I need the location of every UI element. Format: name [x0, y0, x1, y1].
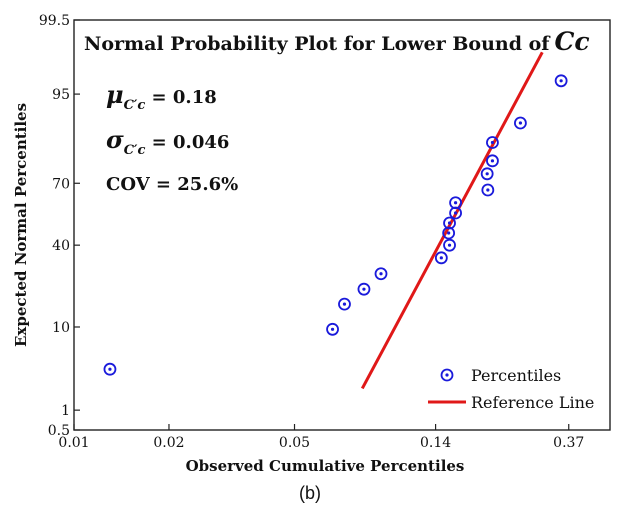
figure-caption: (b): [299, 483, 321, 503]
cov-annotation: COV = 25.6%: [106, 174, 238, 195]
reference-line-series: [360, 51, 544, 390]
data-point: [338, 297, 351, 311]
x-tick-label: 0.37: [553, 435, 584, 451]
y-tick-label: 1: [61, 403, 70, 419]
std-value: = 0.046: [145, 132, 229, 153]
data-point-dot: [342, 302, 347, 306]
legend-percentiles-marker-dot: [445, 373, 449, 377]
data-point-dot: [485, 172, 489, 176]
data-point-ring: [443, 216, 456, 230]
y-tick-label: 0.5: [48, 423, 70, 439]
percentiles-series: [103, 74, 568, 376]
legend-percentiles-marker: [440, 368, 454, 382]
data-point-dot: [379, 272, 383, 276]
data-point: [443, 216, 456, 230]
y-axis-ticks: 0.5 1 10 40 70 95 99.5: [39, 13, 80, 439]
data-point: [554, 74, 568, 88]
data-point-dot: [362, 287, 366, 291]
data-point-ring: [449, 196, 462, 210]
chart-title-main: Normal Probability Plot for Lower Bound …: [84, 33, 551, 55]
mean-symbol: μ: [106, 80, 124, 109]
data-point-dot: [490, 140, 495, 145]
data-point-ring: [514, 116, 527, 130]
data-point: [486, 154, 499, 168]
data-point-dot: [518, 121, 523, 125]
data-point: [374, 267, 388, 281]
y-axis-label: Expected Normal Percentiles: [12, 103, 30, 347]
plot-frame: [73, 19, 611, 431]
std-annotation: σC′c = 0.046: [106, 125, 229, 158]
data-point-ring: [338, 297, 351, 311]
legend-percentiles-label: Percentiles: [471, 366, 561, 385]
data-point: [481, 183, 495, 197]
data-point: [514, 116, 527, 130]
data-point: [442, 226, 456, 240]
data-point-ring: [480, 167, 494, 181]
x-tick-label: 0.14: [420, 435, 451, 451]
data-point-dot: [453, 211, 458, 215]
std-symbol: σ: [106, 125, 124, 154]
y-tick-label: 40: [52, 238, 70, 254]
x-tick-label: 0.05: [279, 435, 310, 451]
data-point: [103, 362, 117, 376]
data-point-dot: [559, 79, 563, 83]
data-point: [443, 238, 456, 252]
data-point-dot: [439, 256, 443, 260]
data-point-dot: [447, 243, 452, 247]
data-point: [326, 322, 339, 336]
data-point-ring: [434, 251, 448, 265]
mean-subscript: C′c: [124, 98, 146, 113]
data-point: [434, 251, 448, 265]
data-point-ring: [374, 267, 388, 281]
x-axis-label: Observed Cumulative Percentiles: [186, 457, 465, 475]
data-point-ring: [481, 183, 495, 197]
data-point-ring: [486, 136, 499, 149]
data-point-ring: [442, 226, 456, 240]
y-tick-label: 95: [52, 87, 70, 103]
data-point-dot: [447, 221, 452, 225]
data-point: [480, 167, 494, 181]
x-axis-ticks: 0.01 0.02 0.05 0.14 0.37: [58, 424, 584, 451]
data-point-dot: [453, 201, 458, 205]
data-point: [449, 196, 462, 210]
mean-value: = 0.18: [145, 87, 216, 108]
std-subscript: C′c: [124, 143, 146, 158]
mean-annotation: μC′c = 0.18: [106, 80, 217, 113]
legend-reference-line-label: Reference Line: [471, 393, 594, 412]
data-point-dot: [486, 188, 490, 192]
data-point-dot: [330, 327, 335, 331]
data-point-dot: [447, 231, 451, 235]
y-tick-label: 99.5: [39, 13, 70, 29]
reference-line: [360, 51, 544, 390]
y-tick-label: 10: [52, 320, 70, 336]
data-point-ring: [486, 154, 499, 168]
data-point-ring: [326, 322, 339, 336]
chart-title: Normal Probability Plot for Lower Bound …: [84, 27, 590, 56]
data-point-ring: [554, 74, 568, 88]
y-tick-label: 70: [52, 176, 70, 192]
chart-title-symbol: Cc: [554, 27, 589, 56]
x-tick-label: 0.02: [153, 435, 184, 451]
data-point-dot: [108, 367, 112, 371]
data-point: [486, 136, 499, 149]
x-tick-label: 0.01: [58, 435, 89, 451]
data-point-ring: [443, 238, 456, 252]
legend: Percentiles Reference Line: [428, 366, 594, 412]
data-point: [357, 282, 371, 296]
data-point-ring: [103, 362, 117, 376]
data-point-dot: [490, 159, 495, 163]
data-point-ring: [357, 282, 371, 296]
